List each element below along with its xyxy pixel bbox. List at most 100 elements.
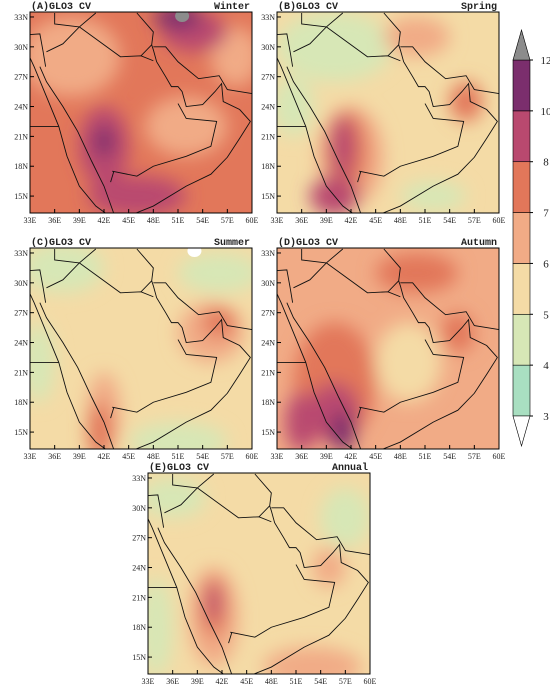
lon-tick-label: 48E: [147, 452, 160, 461]
colorbar-tick-label: 8: [543, 157, 549, 169]
field: [140, 473, 370, 687]
colorbar-under: [513, 416, 530, 446]
lon-tick-label: 36E: [166, 677, 179, 686]
lon-tick-label: 60E: [246, 452, 259, 461]
panel-label: (D)GLO3 CV: [278, 237, 338, 249]
colorbar-segment: [513, 314, 530, 365]
lat-tick-label: 30N: [14, 43, 28, 52]
lon-tick-label: 48E: [147, 216, 160, 225]
field-blob: [321, 488, 370, 548]
colorbar-tick-label: 5: [543, 309, 549, 321]
field-blob: [450, 82, 483, 122]
panel-label: (B)GLO3 CV: [278, 1, 338, 13]
field-blob: [376, 323, 442, 403]
colorbar-segment: [513, 162, 530, 213]
lon-tick-label: 54E: [443, 452, 456, 461]
lon-tick-label: 33E: [24, 216, 37, 225]
lon-tick-label: 51E: [419, 216, 432, 225]
field-blob: [384, 17, 450, 57]
lon-tick-label: 51E: [172, 452, 185, 461]
lon-tick-label: 42E: [98, 452, 111, 461]
lon-tick-label: 36E: [295, 452, 308, 461]
panel-label: (C)GLO3 CV: [31, 237, 91, 249]
lon-tick-label: 45E: [369, 216, 382, 225]
lat-tick-label: 30N: [261, 279, 275, 288]
lat-tick-label: 18N: [132, 623, 146, 632]
colorbar-segment: [513, 365, 530, 416]
lat-tick-label: 24N: [132, 564, 146, 573]
colorbar-tick-label: 6: [543, 258, 549, 270]
lon-tick-label: 36E: [48, 216, 61, 225]
lon-tick-label: 60E: [493, 216, 506, 225]
lon-tick-label: 36E: [48, 452, 61, 461]
lon-tick-label: 45E: [122, 452, 135, 461]
lat-tick-label: 27N: [261, 309, 275, 318]
lon-tick-label: 33E: [271, 452, 284, 461]
panel-season: Spring: [461, 1, 497, 13]
lat-tick-label: 15N: [14, 428, 28, 437]
lon-tick-label: 42E: [216, 677, 229, 686]
lat-tick-label: 21N: [132, 593, 146, 602]
colorbar-segment: [513, 213, 530, 264]
lat-tick-label: 21N: [14, 132, 28, 141]
lon-tick-label: 48E: [394, 216, 407, 225]
lon-tick-label: 60E: [246, 216, 259, 225]
lat-tick-label: 27N: [14, 309, 28, 318]
lon-tick-label: 48E: [394, 452, 407, 461]
lon-tick-label: 48E: [265, 677, 278, 686]
lon-tick-label: 45E: [369, 452, 382, 461]
lon-tick-label: 39E: [73, 452, 86, 461]
panel-label: (A)GLO3 CV: [31, 1, 91, 13]
lon-tick-label: 39E: [73, 216, 86, 225]
lon-tick-label: 33E: [24, 452, 37, 461]
field-blob: [178, 253, 260, 293]
lat-tick-label: 27N: [261, 73, 275, 82]
lon-tick-label: 51E: [172, 216, 185, 225]
lon-tick-label: 42E: [98, 216, 111, 225]
field: [273, 12, 499, 219]
lat-tick-label: 24N: [261, 103, 275, 112]
lat-tick-label: 21N: [261, 132, 275, 141]
lat-tick-label: 15N: [261, 428, 275, 437]
lat-tick-label: 21N: [14, 368, 28, 377]
field: [22, 5, 260, 219]
lon-tick-label: 39E: [191, 677, 204, 686]
lat-tick-label: 18N: [261, 398, 275, 407]
lon-tick-label: 54E: [196, 452, 209, 461]
lon-tick-label: 33E: [142, 677, 155, 686]
colorbar-tick-label: 12: [541, 55, 550, 67]
field-blob: [22, 17, 121, 97]
lat-tick-label: 33N: [261, 13, 275, 22]
colorbar-segment: [513, 60, 530, 111]
field: [22, 243, 260, 462]
lat-tick-label: 15N: [14, 192, 28, 201]
lat-tick-label: 27N: [132, 534, 146, 543]
lat-tick-label: 24N: [14, 103, 28, 112]
lon-tick-label: 39E: [320, 452, 333, 461]
lat-tick-label: 21N: [261, 368, 275, 377]
lat-tick-label: 18N: [14, 398, 28, 407]
colorbar-tick-label: 4: [543, 360, 549, 372]
lon-tick-label: 39E: [320, 216, 333, 225]
lat-tick-label: 30N: [261, 43, 275, 52]
lat-tick-label: 30N: [14, 279, 28, 288]
lat-tick-label: 24N: [14, 339, 28, 348]
lat-tick-label: 24N: [261, 339, 275, 348]
panel-season: Summer: [214, 238, 250, 249]
panel-label: (E)GLO3 CV: [149, 462, 209, 474]
lat-tick-label: 33N: [261, 249, 275, 258]
lon-tick-label: 54E: [196, 216, 209, 225]
colorbar-segment: [513, 111, 530, 162]
lon-tick-label: 54E: [443, 216, 456, 225]
field-blob: [187, 245, 201, 257]
lon-tick-label: 33E: [271, 216, 284, 225]
colorbar-tick-label: 3: [543, 411, 549, 423]
panel-season: Winter: [214, 1, 250, 13]
lon-tick-label: 36E: [295, 216, 308, 225]
